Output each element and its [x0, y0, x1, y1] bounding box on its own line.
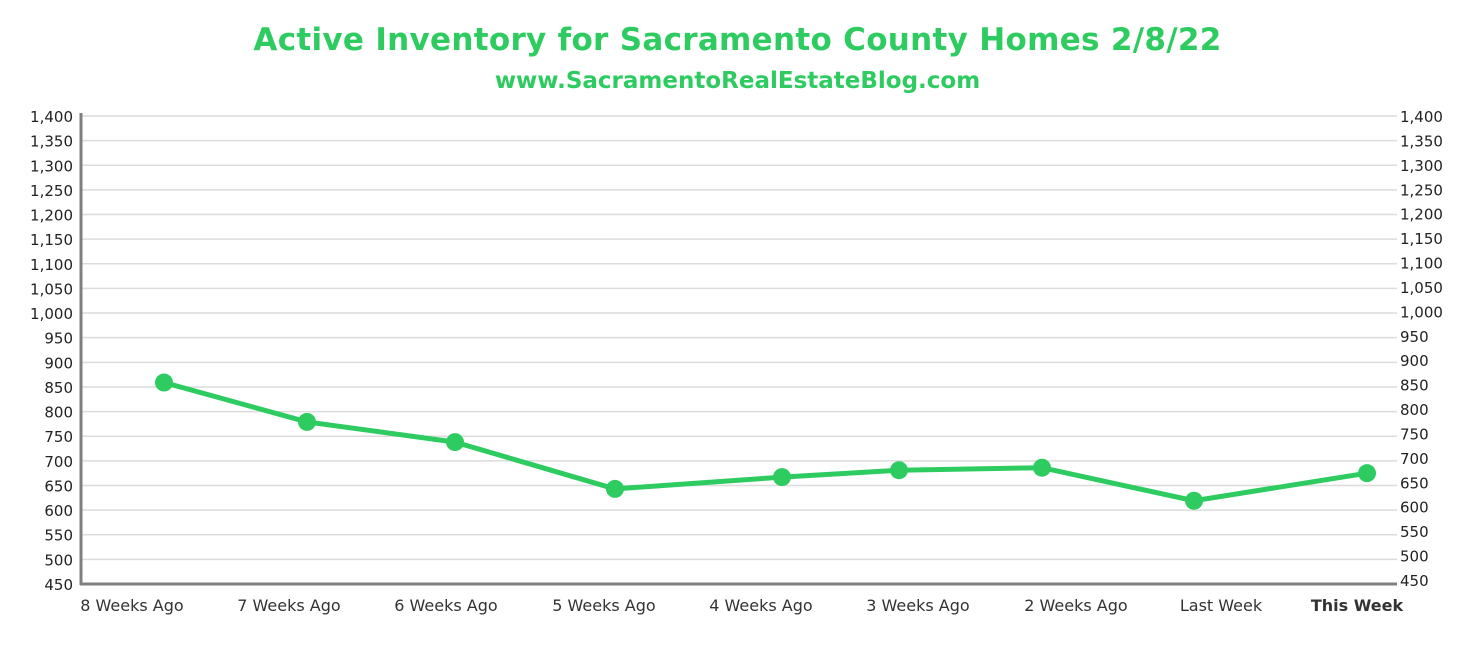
y-tick-label-right: 550 [1400, 523, 1429, 541]
y-axis-right: 1,400 1,350 1,300 1,250 1,200 1,150 1,100 1,050… [1400, 108, 1443, 590]
y-tick-label-left: 1,250 [30, 182, 73, 200]
y-tick-label-left: 450 [44, 576, 73, 594]
x-tick-label: 5 Weeks Ago [552, 596, 655, 615]
data-point [1033, 458, 1051, 477]
y-tick-label-right: 700 [1400, 450, 1429, 468]
y-tick-label-left: 650 [44, 477, 73, 495]
x-tick-label: 8 Weeks Ago [80, 596, 183, 615]
y-tick-label-right: 1,250 [1400, 181, 1443, 199]
chart-subtitle: www.SacramentoRealEstateBlog.com [494, 68, 981, 94]
y-tick-label-left: 550 [44, 527, 73, 545]
data-point [773, 468, 791, 487]
y-tick-label-right: 950 [1400, 328, 1429, 346]
y-tick-label-left: 1,300 [30, 157, 73, 175]
x-tick-label: 2 Weeks Ago [1024, 596, 1127, 615]
x-tick-label: 3 Weeks Ago [866, 596, 969, 615]
y-tick-label-right: 1,000 [1400, 303, 1443, 321]
y-tick-label-left: 1,350 [30, 133, 73, 151]
y-tick-label-right: 1,350 [1400, 132, 1443, 150]
data-point [446, 433, 464, 452]
y-tick-label-right: 1,150 [1400, 230, 1443, 248]
y-tick-label-left: 1,150 [30, 231, 73, 249]
y-tick-label-left: 900 [44, 354, 73, 372]
y-tick-label-left: 750 [44, 428, 73, 446]
y-tick-label-right: 750 [1400, 425, 1429, 443]
series-line [161, 380, 1370, 504]
x-axis: 8 Weeks Ago 7 Weeks Ago 6 Weeks Ago 5 Weeks… [80, 596, 1403, 615]
data-point [155, 373, 173, 392]
y-tick-label-left: 1,100 [30, 256, 73, 274]
y-tick-label-left: 1,200 [30, 207, 73, 225]
x-tick-label-highlight: This Week [1311, 596, 1404, 615]
y-tick-label-right: 600 [1400, 499, 1429, 517]
y-tick-label-right: 850 [1400, 377, 1429, 395]
y-tick-label-left: 1,400 [30, 108, 73, 126]
y-tick-label-left: 850 [44, 379, 73, 397]
data-point [1358, 464, 1376, 483]
data-point [606, 479, 624, 498]
series-active-inventory [155, 373, 1376, 510]
y-tick-label-right: 500 [1400, 548, 1429, 566]
data-point [298, 412, 316, 431]
y-tick-label-left: 1,000 [30, 305, 73, 323]
y-tick-label-right: 1,100 [1400, 255, 1443, 273]
y-tick-label-right: 1,050 [1400, 279, 1443, 297]
y-tick-label-right: 800 [1400, 401, 1429, 419]
y-tick-label-right: 1,400 [1400, 108, 1443, 126]
y-tick-label-left: 1,050 [30, 280, 73, 298]
data-point [1185, 491, 1203, 510]
axes [79, 113, 1397, 586]
y-tick-label-left: 950 [44, 330, 73, 348]
gridlines [81, 115, 1397, 561]
chart-title: Active Inventory for Sacramento County H… [253, 22, 1222, 58]
y-tick-label-right: 900 [1400, 352, 1429, 370]
y-tick-label-right: 1,300 [1400, 157, 1443, 175]
y-axis-left: 1,400 1,350 1,300 1,250 1,200 1,150 1,100 1,050… [30, 108, 73, 594]
y-tick-label-right: 650 [1400, 474, 1429, 492]
y-tick-label-right: 1,200 [1400, 206, 1443, 224]
y-tick-label-right: 450 [1400, 572, 1429, 590]
x-tick-label: 4 Weeks Ago [709, 596, 812, 615]
y-tick-label-left: 500 [44, 551, 73, 569]
y-tick-label-left: 700 [44, 453, 73, 471]
x-tick-label: 6 Weeks Ago [394, 596, 497, 615]
x-tick-label: 7 Weeks Ago [237, 596, 340, 615]
y-tick-label-left: 800 [44, 404, 73, 422]
y-tick-label-left: 600 [44, 502, 73, 520]
data-point [890, 461, 908, 480]
x-tick-label: Last Week [1180, 596, 1263, 615]
